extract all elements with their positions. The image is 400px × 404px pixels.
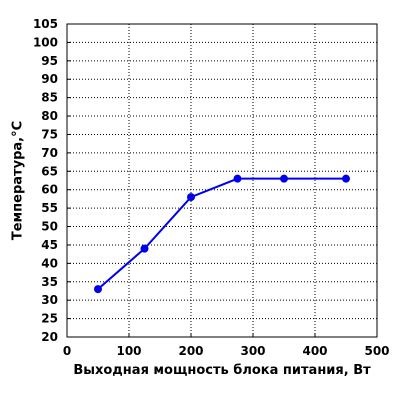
x-axis: 0 100 200 300 400 500 (63, 333, 390, 358)
data-point (94, 285, 102, 294)
y-tick-label: 105 (33, 17, 58, 31)
y-axis-title: Температура,°С (11, 121, 26, 240)
y-tick-label: 30 (41, 293, 58, 307)
data-point (233, 174, 242, 183)
y-tick-label: 80 (41, 109, 58, 123)
y-tick-label: 75 (41, 127, 58, 141)
y-axis: 20 25 30 35 40 45 50 55 60 65 70 75 80 85 90 95 100 105 (33, 17, 71, 344)
data-point (342, 174, 350, 183)
y-tick-label: 70 (41, 146, 58, 160)
y-tick-label: 65 (41, 164, 58, 178)
y-tick-label: 35 (41, 275, 58, 289)
y-tick-label: 55 (41, 201, 58, 215)
data-point (187, 193, 195, 202)
x-tick-label: 400 (302, 344, 327, 358)
y-tick-label: 50 (41, 220, 58, 234)
y-tick-label: 60 (41, 183, 58, 197)
data-point (140, 244, 149, 253)
series-line (97, 177, 346, 290)
y-tick-label: 25 (41, 312, 58, 326)
series (94, 174, 350, 294)
x-tick-label: 0 (63, 344, 71, 358)
y-tick-label: 20 (41, 330, 58, 344)
data-point (280, 174, 288, 183)
y-tick-label: 95 (41, 54, 58, 68)
x-tick-label: 500 (364, 344, 389, 358)
grid (67, 24, 377, 337)
x-tick-label: 200 (178, 344, 203, 358)
x-tick-label: 300 (240, 344, 265, 358)
y-tick-label: 100 (33, 35, 58, 49)
plot-area-frame (66, 23, 378, 338)
y-tick-label: 85 (41, 91, 58, 105)
y-tick-label: 40 (41, 256, 58, 270)
x-tick-label: 100 (116, 344, 141, 358)
x-axis-title: Выходная мощность блока питания, Вт (73, 363, 371, 378)
y-tick-label: 90 (41, 72, 58, 86)
y-tick-label: 45 (41, 238, 58, 252)
